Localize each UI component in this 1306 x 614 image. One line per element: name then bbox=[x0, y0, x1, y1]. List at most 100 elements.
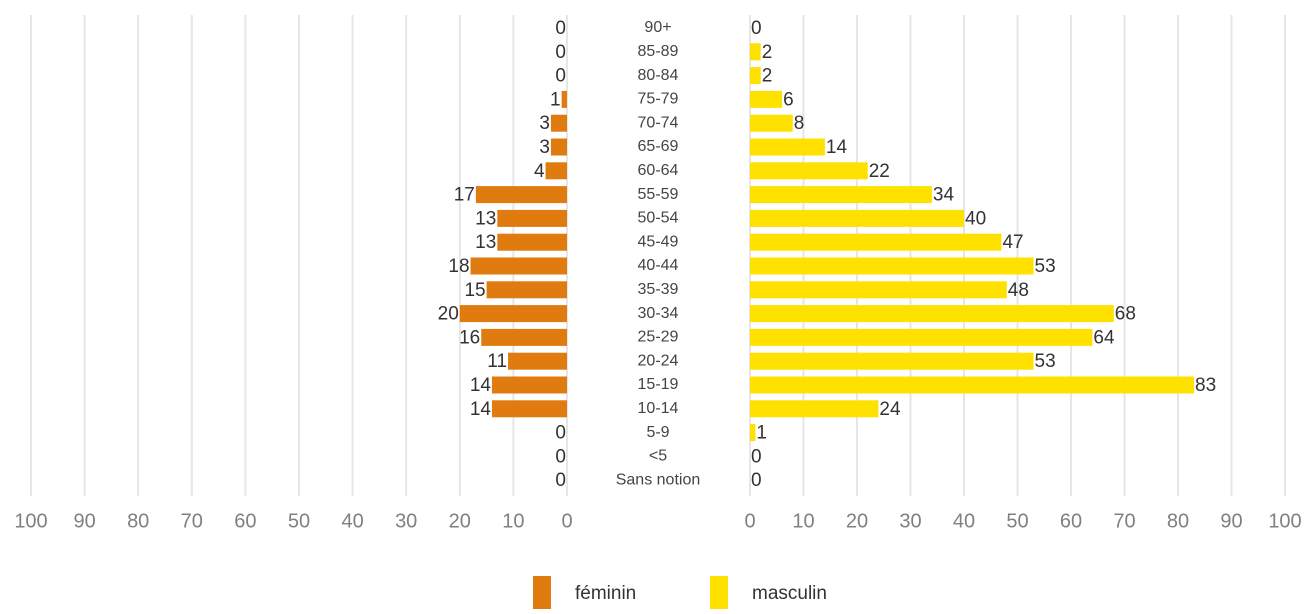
bar bbox=[750, 352, 1034, 370]
bar bbox=[750, 281, 1007, 299]
value-label: 14 bbox=[470, 375, 492, 396]
value-label: 0 bbox=[555, 18, 566, 39]
x-tick-label: 90 bbox=[73, 510, 95, 532]
value-label: 64 bbox=[1093, 327, 1115, 348]
category-label: 55-59 bbox=[638, 186, 679, 203]
category-label: 75-79 bbox=[638, 91, 679, 108]
bar bbox=[750, 257, 1034, 275]
bar bbox=[545, 162, 567, 180]
value-label: 53 bbox=[1035, 351, 1056, 372]
x-tick-label: 40 bbox=[341, 510, 363, 532]
x-tick-label: 70 bbox=[1113, 510, 1135, 532]
bar bbox=[459, 305, 567, 323]
x-tick-label: 70 bbox=[181, 510, 203, 532]
value-label: 14 bbox=[826, 137, 848, 158]
bar bbox=[561, 90, 567, 108]
value-label: 15 bbox=[464, 280, 485, 301]
value-label: 11 bbox=[487, 351, 507, 372]
value-label: 3 bbox=[539, 113, 550, 134]
x-tick-label: 30 bbox=[899, 510, 921, 532]
category-label: 85-89 bbox=[638, 43, 679, 60]
bar bbox=[750, 328, 1093, 346]
bar bbox=[497, 209, 567, 227]
legend-label: masculin bbox=[752, 583, 827, 604]
bar bbox=[491, 376, 567, 394]
category-label: 10-14 bbox=[638, 400, 679, 417]
category-label: 65-69 bbox=[638, 138, 679, 155]
bar bbox=[497, 233, 567, 251]
bar bbox=[475, 186, 567, 204]
value-label: 0 bbox=[555, 423, 566, 444]
category-label: 80-84 bbox=[638, 67, 679, 84]
bar bbox=[750, 400, 879, 418]
x-tick-label: 50 bbox=[288, 510, 310, 532]
value-label: 83 bbox=[1195, 375, 1216, 396]
value-label: 0 bbox=[555, 66, 566, 87]
value-label: 4 bbox=[534, 161, 545, 182]
x-tick-label: 0 bbox=[744, 510, 755, 532]
bar bbox=[750, 186, 932, 204]
value-label: 0 bbox=[751, 446, 762, 467]
category-label: 25-29 bbox=[638, 329, 679, 346]
value-label: 1 bbox=[756, 423, 767, 444]
bar bbox=[750, 233, 1002, 251]
value-label: 34 bbox=[933, 185, 955, 206]
value-label: 8 bbox=[794, 113, 805, 134]
category-label: 70-74 bbox=[638, 114, 679, 131]
category-label: 45-49 bbox=[638, 233, 679, 250]
bar bbox=[481, 328, 567, 346]
value-label: 0 bbox=[751, 18, 762, 39]
bar bbox=[491, 400, 567, 418]
value-label: 47 bbox=[1002, 232, 1023, 253]
bar bbox=[750, 138, 825, 156]
category-label: 35-39 bbox=[638, 281, 679, 298]
value-label: 2 bbox=[762, 42, 773, 63]
value-label: 40 bbox=[965, 208, 986, 229]
x-tick-label: 30 bbox=[395, 510, 417, 532]
value-label: 3 bbox=[539, 137, 550, 158]
bar bbox=[750, 162, 868, 180]
value-label: 20 bbox=[438, 304, 459, 325]
x-tick-label: 90 bbox=[1220, 510, 1242, 532]
bar bbox=[750, 209, 964, 227]
value-label: 22 bbox=[869, 161, 890, 182]
category-label: 5-9 bbox=[646, 424, 669, 441]
bar bbox=[750, 90, 783, 108]
category-label: 20-24 bbox=[638, 352, 679, 369]
category-label: 40-44 bbox=[638, 257, 679, 274]
x-tick-label: 10 bbox=[502, 510, 524, 532]
bar bbox=[750, 67, 761, 85]
value-label: 1 bbox=[550, 89, 561, 110]
value-label: 16 bbox=[459, 327, 480, 348]
x-tick-label: 60 bbox=[1060, 510, 1082, 532]
value-label: 0 bbox=[555, 470, 566, 491]
value-label: 13 bbox=[475, 232, 496, 253]
x-tick-label: 100 bbox=[14, 510, 47, 532]
category-label: <5 bbox=[649, 448, 667, 465]
value-label: 13 bbox=[475, 208, 496, 229]
x-tick-label: 20 bbox=[449, 510, 471, 532]
bar bbox=[750, 424, 756, 442]
value-label: 2 bbox=[762, 66, 773, 87]
bar bbox=[550, 138, 567, 156]
bar bbox=[486, 281, 567, 299]
x-tick-label: 100 bbox=[1268, 510, 1301, 532]
x-tick-label: 60 bbox=[234, 510, 256, 532]
bar bbox=[750, 43, 761, 61]
x-tick-label: 80 bbox=[127, 510, 149, 532]
value-label: 68 bbox=[1115, 304, 1136, 325]
value-label: 48 bbox=[1008, 280, 1029, 301]
x-tick-label: 0 bbox=[561, 510, 572, 532]
value-label: 0 bbox=[751, 470, 762, 491]
x-tick-label: 80 bbox=[1167, 510, 1189, 532]
category-label: 90+ bbox=[644, 19, 671, 36]
bar bbox=[750, 376, 1195, 394]
bar bbox=[550, 114, 567, 132]
legend-swatch bbox=[710, 576, 728, 609]
x-tick-label: 40 bbox=[953, 510, 975, 532]
x-tick-label: 50 bbox=[1006, 510, 1028, 532]
value-label: 14 bbox=[470, 399, 492, 420]
value-label: 18 bbox=[448, 256, 469, 277]
x-tick-label: 20 bbox=[846, 510, 868, 532]
